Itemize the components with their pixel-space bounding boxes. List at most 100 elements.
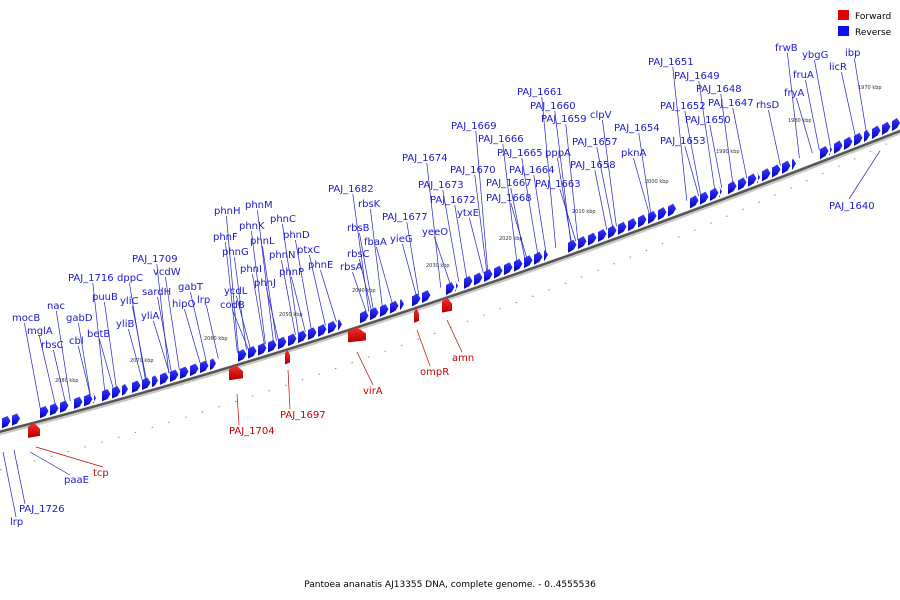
gene-connector xyxy=(720,93,734,184)
scale-tick-label: 1990 kbp xyxy=(716,149,740,155)
gene-connector xyxy=(672,66,688,201)
scale-tick-label: 2060 kbp xyxy=(204,336,228,342)
gene-label-reverse: PAJ_1669 xyxy=(451,121,497,132)
gene-label-reverse: vcdW xyxy=(153,267,181,278)
forward-gene-connectors xyxy=(35,319,463,468)
gene-label-forward: PAJ_1704 xyxy=(229,426,275,437)
gene-label-reverse: phnJ xyxy=(254,278,276,289)
gene-label-reverse: PAJ_1716 xyxy=(68,273,114,284)
gene-connectors xyxy=(2,52,881,518)
reverse-gene-block xyxy=(152,375,158,388)
gene-connector xyxy=(434,236,451,285)
reverse-gene-block xyxy=(328,320,337,334)
scale-tick-label: 2030 kbp xyxy=(426,263,450,269)
reverse-gene-block xyxy=(132,380,141,393)
gene-connector xyxy=(92,282,106,392)
gene-connector xyxy=(709,124,723,188)
forward-gene-block xyxy=(28,422,40,438)
gene-label-reverse: yliB xyxy=(116,319,134,330)
gene-label-reverse: ycdL xyxy=(224,286,248,297)
gene-label-reverse: mglA xyxy=(27,326,53,337)
gene-label-reverse: phnC xyxy=(270,214,296,225)
gene-connector xyxy=(541,96,557,249)
gene-label-reverse: fbaA xyxy=(364,237,387,248)
gene-label-reverse: phnG xyxy=(222,247,249,258)
chromosome-track xyxy=(0,129,900,471)
gene-label-reverse: hipO xyxy=(172,299,195,310)
gene-label-reverse: yliA xyxy=(141,311,159,322)
gene-label-reverse: PAJ_1670 xyxy=(450,165,496,176)
gene-connector xyxy=(521,157,539,255)
gene-connector xyxy=(370,208,383,308)
gene-label-reverse: clpV xyxy=(590,110,612,121)
gene-connector xyxy=(99,338,114,390)
gene-connector xyxy=(426,162,442,288)
gene-label-reverse: PAJ_1677 xyxy=(382,212,428,223)
reverse-gene-block xyxy=(370,307,379,321)
reverse-gene-block xyxy=(844,136,853,150)
reverse-gene-block xyxy=(210,358,216,371)
reverse-gene-block xyxy=(2,415,11,429)
legend: Forward Reverse xyxy=(838,10,892,38)
gene-connector xyxy=(684,145,700,197)
reverse-gene-block xyxy=(690,195,699,209)
legend-swatch-reverse xyxy=(838,26,849,36)
reverse-gene-block xyxy=(390,300,399,314)
gene-label-reverse: phnH xyxy=(214,206,241,217)
scale-tick-label: 2000 kbp xyxy=(645,179,669,185)
reverse-gene-block xyxy=(93,393,96,404)
reverse-gene-block xyxy=(544,249,548,262)
reverse-gene-block xyxy=(728,181,737,195)
reverse-gene-block xyxy=(180,366,189,380)
reverse-gene-block xyxy=(638,214,647,228)
gene-label-reverse: yeeO xyxy=(422,227,448,238)
reverse-gene-block xyxy=(200,360,209,374)
scale-tick-label: 2080 kbp xyxy=(55,378,79,384)
gene-connector xyxy=(39,335,56,406)
gene-connector xyxy=(594,169,608,230)
reverse-gene-block xyxy=(882,121,891,136)
reverse-gene-block xyxy=(446,282,455,295)
gene-connector xyxy=(251,230,266,345)
gene-connector xyxy=(684,110,702,196)
gene-connector xyxy=(24,322,41,410)
gene-label-reverse: pppA xyxy=(545,148,571,159)
gene-connector xyxy=(128,328,143,382)
gene-label-reverse: rbsC xyxy=(347,249,370,260)
gene-label-reverse: PAJ_1665 xyxy=(497,148,543,159)
gene-connector xyxy=(602,119,617,227)
gene-connector xyxy=(402,243,417,296)
reverse-gene-block xyxy=(792,158,796,171)
gene-connector xyxy=(698,80,716,191)
gene-connector xyxy=(533,174,547,252)
gene-connector xyxy=(320,269,337,323)
reverse-gene-block xyxy=(464,275,473,289)
gene-label-reverse: gabT xyxy=(178,282,204,293)
gene-connector-forward xyxy=(287,369,291,410)
forward-gene-block xyxy=(442,297,452,313)
reverse-gene-block xyxy=(60,400,69,413)
reverse-gene-block xyxy=(748,173,757,187)
gene-connector-forward xyxy=(356,351,374,386)
reverse-gene-block xyxy=(494,265,503,279)
gene-label-reverse: licR xyxy=(829,62,847,73)
gene-label-reverse: PAJ_1664 xyxy=(509,165,555,176)
gene-connector xyxy=(787,52,800,159)
gene-label-reverse: rbsC xyxy=(41,340,64,351)
gene-connector xyxy=(184,308,201,365)
gene-connector xyxy=(205,304,219,359)
gene-label-reverse: betB xyxy=(87,329,110,340)
gene-connector xyxy=(559,188,577,242)
reverse-gene-block xyxy=(588,232,597,246)
scale-tick-label: 2010 kbp xyxy=(572,209,596,215)
reverse-gene-block xyxy=(102,388,111,402)
gene-connector xyxy=(469,217,484,274)
gene-label-reverse: ybgG xyxy=(802,50,828,61)
gene-connector xyxy=(376,246,393,304)
gene-connector xyxy=(234,256,247,351)
reverse-gene-block xyxy=(820,145,829,160)
scale-tick-label: 2040 kbp xyxy=(352,288,376,294)
forward-gene-block xyxy=(414,307,419,323)
gene-label-reverse: PAJ_1647 xyxy=(708,98,754,109)
gene-label-reverse: PAJ_1661 xyxy=(517,87,563,98)
